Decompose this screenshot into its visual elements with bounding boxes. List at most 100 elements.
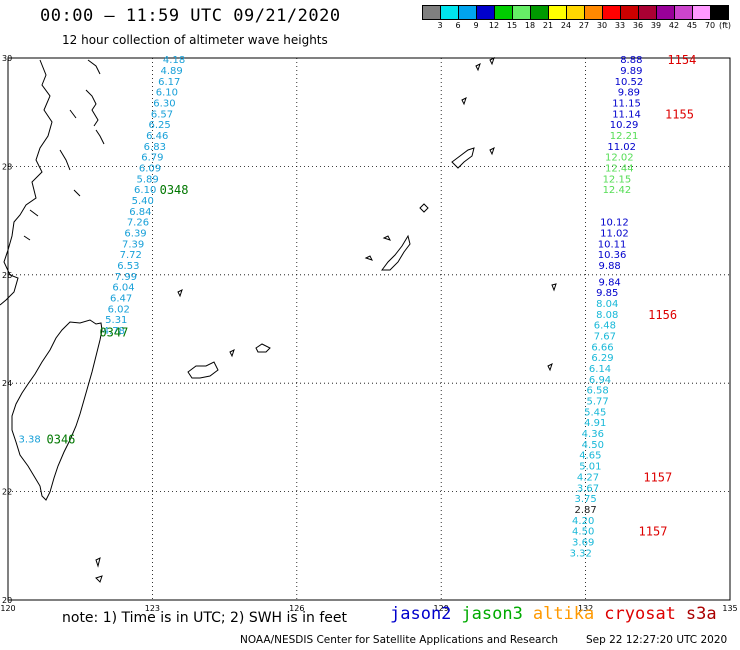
swh-value: 4.91 [584,418,606,429]
swh-value: 6.10 [134,185,156,196]
legend-label: 15 [506,21,518,30]
lon-tick-label: 123 [145,604,160,613]
lat-tick-label: 22 [2,488,12,497]
satellite-label: cryosat [604,604,676,624]
legend-label: 6 [455,21,461,30]
lon-tick-label: 135 [722,604,737,613]
swh-value: 10.52 [615,77,644,88]
swh-value: 6.04 [112,283,134,294]
satellite-legend: jason2 jason3 altika cryosat s3a [390,604,727,624]
footer-timestamp: Sep 22 12:27:20 UTC 2020 [586,634,728,646]
swh-value: 4.65 [579,451,601,462]
swh-value: 4.27 [577,472,599,483]
swh-value: 6.46 [146,131,168,142]
swh-value: 9.88 [599,261,621,272]
lat-tick-label: 20 [2,596,12,605]
swh-value: 5.89 [136,174,158,185]
swh-value: 5.77 [587,397,609,408]
legend-swatch [477,5,495,20]
legend-label: 3 [437,21,443,30]
satellite-label: jason3 [461,604,523,624]
legend-label: 24 [560,21,572,30]
legend-swatch [585,5,603,20]
swh-value: 6.58 [587,386,609,397]
swh-value: 7.67 [594,332,616,343]
swh-value: 6.39 [124,229,146,240]
pass-time-label: 0346 [47,432,76,446]
swh-value: 7.39 [122,239,144,250]
legend-swatch [711,5,729,20]
swh-value: 4.89 [161,66,183,77]
satellite-label: s3a [685,604,717,624]
swh-value: 9.89 [618,88,640,99]
swh-value: 7.99 [115,272,137,283]
lat-tick-label: 24 [2,379,12,388]
swh-value: 6.29 [591,353,613,364]
swh-value: 7.26 [127,218,149,229]
swh-value: 12.42 [603,185,632,196]
swh-value: 6.57 [151,109,173,120]
amami-outline [451,147,475,169]
pass-time-label: 1157 [639,525,668,539]
swh-value: 11.02 [607,142,636,153]
swh-value: 4.50 [582,440,604,451]
swh-value: 11.15 [612,98,641,109]
legend-label: 21 [542,21,554,30]
swh-value: 10.36 [598,250,627,261]
grid-lines [7,57,731,601]
swh-value: 4.78 [103,326,125,337]
china-islands [23,59,105,241]
swh-value: 6.17 [158,77,180,88]
swh-value: 6.47 [110,294,132,305]
legend-swatches [422,5,729,20]
legend-swatch [639,5,657,20]
legend-label: 12 [488,21,500,30]
swh-value: 3.32 [570,548,592,559]
swh-value: 6.30 [153,98,175,109]
legend-swatch [422,5,441,20]
lon-tick-label: 120 [0,604,15,613]
legend-label: 30 [596,21,608,30]
legend-swatch [459,5,477,20]
china-coastline [0,59,53,306]
color-legend: (ft) 3 6 9 12 15 18 21 24 27 30 33 36 39 42 45 70 [422,5,731,32]
swh-value: 5.45 [584,407,606,418]
small-islands [95,57,557,583]
legend-label: 33 [614,21,626,30]
lon-tick-label: 129 [434,604,449,613]
legend-label: 18 [524,21,536,30]
swh-value: 12.21 [610,131,639,142]
swh-value: 6.10 [156,88,178,99]
legend-swatch [621,5,639,20]
swh-value: 6.02 [108,304,130,315]
swh-value: 7.72 [120,250,142,261]
swh-value: 6.79 [141,153,163,164]
legend-label: 36 [632,21,644,30]
swh-value: 10.12 [600,218,629,229]
swh-value: 9.84 [599,277,621,288]
swh-value: 9.89 [620,66,642,77]
pass-time-label: 0347 [99,326,128,340]
swh-value: 12.15 [603,174,632,185]
swh-value: 3.67 [577,483,599,494]
swh-value: 12.02 [605,153,634,164]
legend-label: 42 [668,21,680,30]
lon-tick-label: 132 [578,604,593,613]
swh-value: 4.36 [582,429,604,440]
footer-org: NOAA/NESDIS Center for Satellite Applica… [240,634,558,646]
satellite-label: jason2 [390,604,452,624]
map-title: 00:00 – 11:59 UTC 09/21/2020 [40,6,341,26]
legend-swatch [603,5,621,20]
swh-value: 6.66 [591,342,613,353]
legend-swatch [549,5,567,20]
swh-value: 12.44 [605,163,634,174]
footer: NOAA/NESDIS Center for Satellite Applica… [240,634,727,646]
swh-value: 2.87 [574,505,596,516]
note-text: note: 1) Time is in UTC; 2) SWH is in fe… [62,610,348,626]
miyako-outline [255,343,271,353]
legend-swatch [567,5,585,20]
swh-value: 3.69 [572,537,594,548]
swh-value: 9.85 [596,288,618,299]
swh-value: 3.38 [19,434,41,445]
pass-time-label: 1154 [667,53,696,67]
